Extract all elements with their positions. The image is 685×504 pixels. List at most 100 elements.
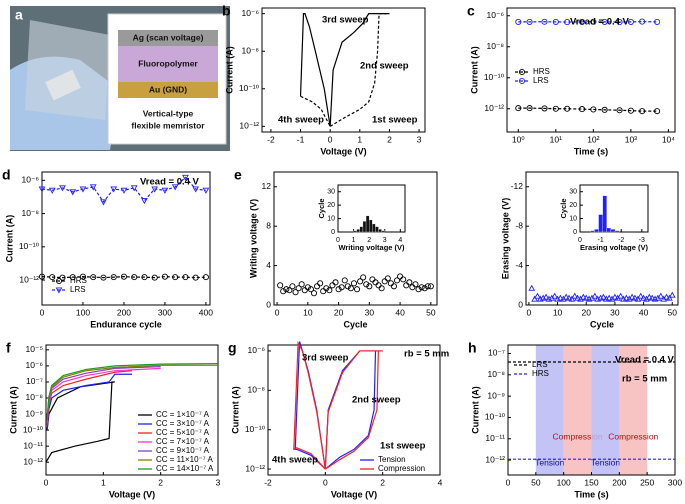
marker xyxy=(335,286,342,293)
annotation: Vread = 0.4 V xyxy=(570,17,630,28)
marker xyxy=(528,284,536,291)
y-tick-label: 0 xyxy=(518,299,523,309)
axes-frame xyxy=(45,344,219,476)
marker xyxy=(49,274,56,281)
y-tick-label: 10⁻⁶ xyxy=(487,10,504,20)
x-tick-label: 0 xyxy=(323,477,328,487)
legend-label: CC = 14×10⁻⁷ A xyxy=(156,464,214,473)
x-tick-label: 250 xyxy=(640,477,654,487)
marker xyxy=(79,186,87,193)
chart: -2 -1 0 1 2 3 10⁻¹² 10⁻¹⁰ 10⁻⁸ 10⁻⁶ Voltage (V) Cur… xyxy=(222,3,426,156)
x-tick-label: 0 xyxy=(328,134,333,144)
marker xyxy=(634,295,642,302)
marker xyxy=(304,284,311,291)
marker xyxy=(141,198,148,205)
panel-label: e xyxy=(234,167,242,183)
x-tick-label: 1 xyxy=(357,134,362,144)
marker xyxy=(409,284,416,291)
marker xyxy=(639,18,646,25)
legend-label: CC = 3×10⁻⁷ A xyxy=(156,419,210,428)
marker xyxy=(363,281,370,288)
marker xyxy=(562,293,570,300)
y-tick-label: 10⁻⁸ xyxy=(486,41,504,51)
x-tick-label: -3 xyxy=(639,237,645,244)
x-tick-label: 30 xyxy=(610,307,620,317)
bar xyxy=(590,230,595,233)
chart: 0 100 200 300 400 10⁻¹² 10⁻¹⁰ 10⁻⁸ 10⁻⁶ Endurance… xyxy=(2,167,213,330)
marker xyxy=(59,185,66,192)
marker xyxy=(403,282,410,289)
y-axis-label: Cycle xyxy=(559,198,568,218)
y-tick-label: 10 xyxy=(327,215,335,222)
series-line xyxy=(46,362,219,418)
marker xyxy=(605,294,613,301)
y-tick-label: -12 xyxy=(511,181,524,191)
x-tick-label: 10⁴ xyxy=(662,134,675,144)
marker xyxy=(171,184,179,191)
marker xyxy=(601,106,608,113)
bar xyxy=(602,195,607,233)
y-tick-label: 10⁻¹² xyxy=(485,454,505,464)
region xyxy=(563,345,592,475)
annotation: 1st sweep xyxy=(372,115,418,126)
chart: Tension Compression Tension Compression 0 50 1… xyxy=(468,340,682,500)
x-tick-label: 10 xyxy=(303,307,313,317)
marker xyxy=(515,18,522,25)
x-axis-label: Cycle xyxy=(343,319,367,329)
x-axis-label: Erasing voltage (V) xyxy=(580,243,648,252)
marker xyxy=(557,294,564,301)
legend-label: LRS xyxy=(533,76,549,85)
x-tick-label: 50 xyxy=(668,307,678,317)
y-tick-label: 10⁻¹⁰ xyxy=(239,83,260,93)
x-tick-label: 10 xyxy=(553,307,563,317)
marker xyxy=(366,283,373,290)
marker xyxy=(565,294,573,301)
series-line xyxy=(518,107,658,112)
marker xyxy=(350,280,358,287)
x-tick-label: 100 xyxy=(76,307,90,317)
marker xyxy=(564,105,571,112)
marker xyxy=(518,68,526,76)
region-label: Compression xyxy=(553,431,603,441)
x-tick-label: 300 xyxy=(668,477,682,487)
annotation: 3rd sweep xyxy=(322,15,369,26)
bar xyxy=(362,221,367,233)
y-tick-label: 10⁻⁷ xyxy=(488,348,505,358)
marker xyxy=(590,18,597,25)
marker xyxy=(611,293,619,300)
panel-label: f xyxy=(6,340,11,356)
annotation: 4th sweep xyxy=(278,115,324,126)
x-tick-label: 4 xyxy=(398,237,402,244)
x-tick-label: 0 xyxy=(506,477,511,487)
y-axis-label: Current (A) xyxy=(4,215,14,263)
axes-frame xyxy=(41,171,211,306)
panel-label: c xyxy=(467,3,475,19)
x-tick-label: 4 xyxy=(438,477,443,487)
y-tick-label: 4 xyxy=(266,260,271,270)
axes-frame xyxy=(525,171,679,306)
x-tick-label: 200 xyxy=(117,307,131,317)
x-tick-label: -1 xyxy=(597,237,603,244)
marker xyxy=(332,279,339,286)
marker xyxy=(298,281,305,288)
chart: 0 -1 -2 -3 0 10 20 30 Erasing voltage (V) Cycle xyxy=(559,184,649,252)
marker xyxy=(551,292,559,299)
y-tick-label: -8 xyxy=(515,220,523,230)
y-axis-label: Current (A) xyxy=(8,386,18,434)
panel-label: g xyxy=(228,340,237,356)
y-tick-label: 10⁻¹⁰ xyxy=(485,412,506,422)
bar xyxy=(369,219,373,233)
marker xyxy=(415,286,422,293)
marker xyxy=(541,18,548,25)
x-tick-label: 3 xyxy=(417,134,422,144)
marker xyxy=(421,285,428,292)
marker xyxy=(151,274,158,281)
marker xyxy=(623,294,630,301)
series-line xyxy=(46,373,132,431)
x-tick-label: 10³ xyxy=(625,134,637,144)
marker xyxy=(378,285,385,292)
panel-label: b xyxy=(222,3,231,19)
y-tick-label: 10⁻¹² xyxy=(484,103,504,113)
fluoropolymer-layer xyxy=(118,46,218,82)
